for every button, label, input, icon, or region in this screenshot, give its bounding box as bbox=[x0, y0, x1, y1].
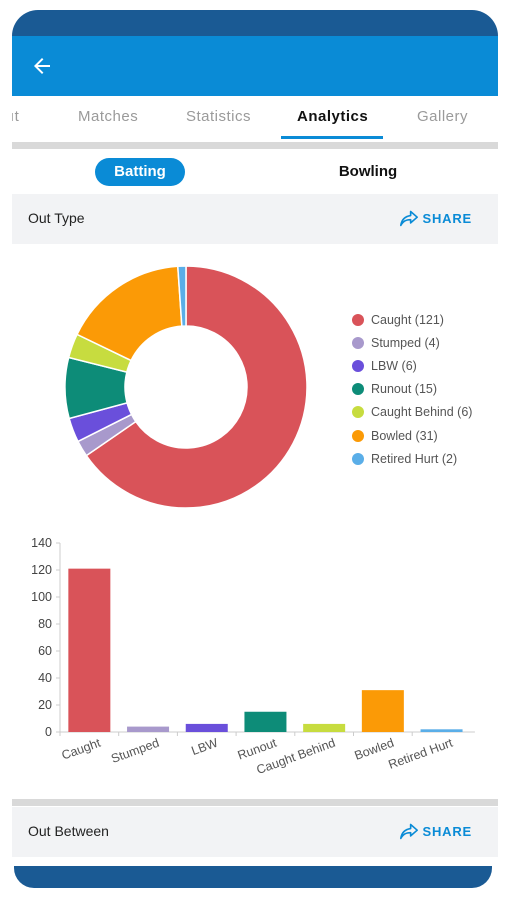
legend-swatch bbox=[352, 452, 364, 465]
arrow-left-icon[interactable] bbox=[30, 54, 54, 78]
batting-toggle[interactable]: Batting bbox=[95, 158, 185, 186]
bar[interactable] bbox=[361, 690, 404, 732]
share-icon bbox=[400, 823, 419, 840]
tab-divider bbox=[12, 142, 498, 149]
legend-swatch bbox=[352, 429, 364, 442]
y-tick-label: 100 bbox=[31, 590, 52, 604]
bar[interactable] bbox=[303, 723, 346, 732]
y-tick-label: 0 bbox=[45, 725, 52, 739]
out-between-header: Out Between SHARE bbox=[12, 807, 498, 857]
x-tick-label: Caught bbox=[60, 735, 103, 762]
x-tick-label: LBW bbox=[190, 736, 220, 758]
legend-swatch bbox=[352, 313, 364, 326]
section-title: Out Between bbox=[28, 823, 109, 839]
section-divider bbox=[12, 799, 498, 806]
share-button[interactable]: SHARE bbox=[399, 209, 472, 227]
legend-item: Caught (121) bbox=[352, 308, 472, 331]
y-tick-label: 40 bbox=[38, 671, 52, 685]
share-label: SHARE bbox=[422, 823, 472, 839]
bar[interactable] bbox=[68, 568, 111, 732]
legend-item: Runout (15) bbox=[352, 378, 472, 401]
tab-analytics[interactable]: Analytics bbox=[297, 108, 369, 125]
x-tick-label: Retired Hurt bbox=[386, 735, 455, 771]
legend-label: Bowled (31) bbox=[371, 428, 438, 443]
legend-item: Stumped (4) bbox=[352, 331, 472, 354]
tab-partial[interactable]: ıt bbox=[12, 108, 20, 125]
legend-swatch bbox=[352, 383, 364, 396]
y-tick-label: 120 bbox=[31, 563, 52, 577]
donut-slice[interactable] bbox=[176, 265, 187, 327]
legend-label: Stumped (4) bbox=[371, 335, 440, 350]
tab-matches[interactable]: Matches bbox=[78, 108, 139, 125]
legend-item: Retired Hurt (2) bbox=[352, 447, 472, 470]
tab-gallery[interactable]: Gallery bbox=[417, 108, 469, 125]
bar[interactable] bbox=[185, 723, 228, 732]
legend-label: Runout (15) bbox=[371, 382, 438, 397]
tab-statistics[interactable]: Statistics bbox=[186, 108, 252, 125]
bowling-toggle[interactable]: Bowling bbox=[338, 163, 398, 180]
tab-bar: ıt Matches Statistics Analytics Gallery bbox=[12, 96, 498, 144]
y-tick-label: 20 bbox=[38, 698, 52, 712]
device-frame-bottom bbox=[14, 866, 492, 888]
donut-slice[interactable] bbox=[85, 265, 308, 509]
legend-item: LBW (6) bbox=[352, 354, 472, 377]
legend-item: Caught Behind (6) bbox=[352, 401, 472, 424]
legend-label: Retired Hurt (2) bbox=[371, 451, 458, 466]
x-tick-label: Stumped bbox=[109, 736, 161, 766]
out-type-donut-chart bbox=[64, 265, 308, 509]
share-icon bbox=[400, 210, 419, 227]
bar[interactable] bbox=[127, 726, 170, 732]
legend-label: Caught Behind (6) bbox=[371, 405, 473, 420]
legend-swatch bbox=[352, 359, 364, 372]
y-tick-label: 80 bbox=[38, 617, 52, 631]
legend-item: Bowled (31) bbox=[352, 424, 472, 447]
y-tick-label: 140 bbox=[31, 536, 52, 550]
legend-label: LBW (6) bbox=[371, 358, 417, 373]
section-title: Out Type bbox=[28, 210, 85, 226]
legend-swatch bbox=[352, 336, 364, 349]
app-bar bbox=[12, 36, 498, 96]
legend-swatch bbox=[352, 406, 364, 419]
y-tick-label: 60 bbox=[38, 644, 52, 658]
bar[interactable] bbox=[244, 711, 287, 732]
bar[interactable] bbox=[420, 729, 463, 732]
share-label: SHARE bbox=[422, 210, 472, 226]
active-tab-indicator bbox=[281, 136, 383, 139]
out-type-header: Out Type SHARE bbox=[12, 194, 498, 244]
legend-label: Caught (121) bbox=[371, 312, 444, 327]
donut-legend: Caught (121) Stumped (4) LBW (6) Runout (15… bbox=[352, 308, 472, 470]
share-button[interactable]: SHARE bbox=[399, 822, 472, 840]
